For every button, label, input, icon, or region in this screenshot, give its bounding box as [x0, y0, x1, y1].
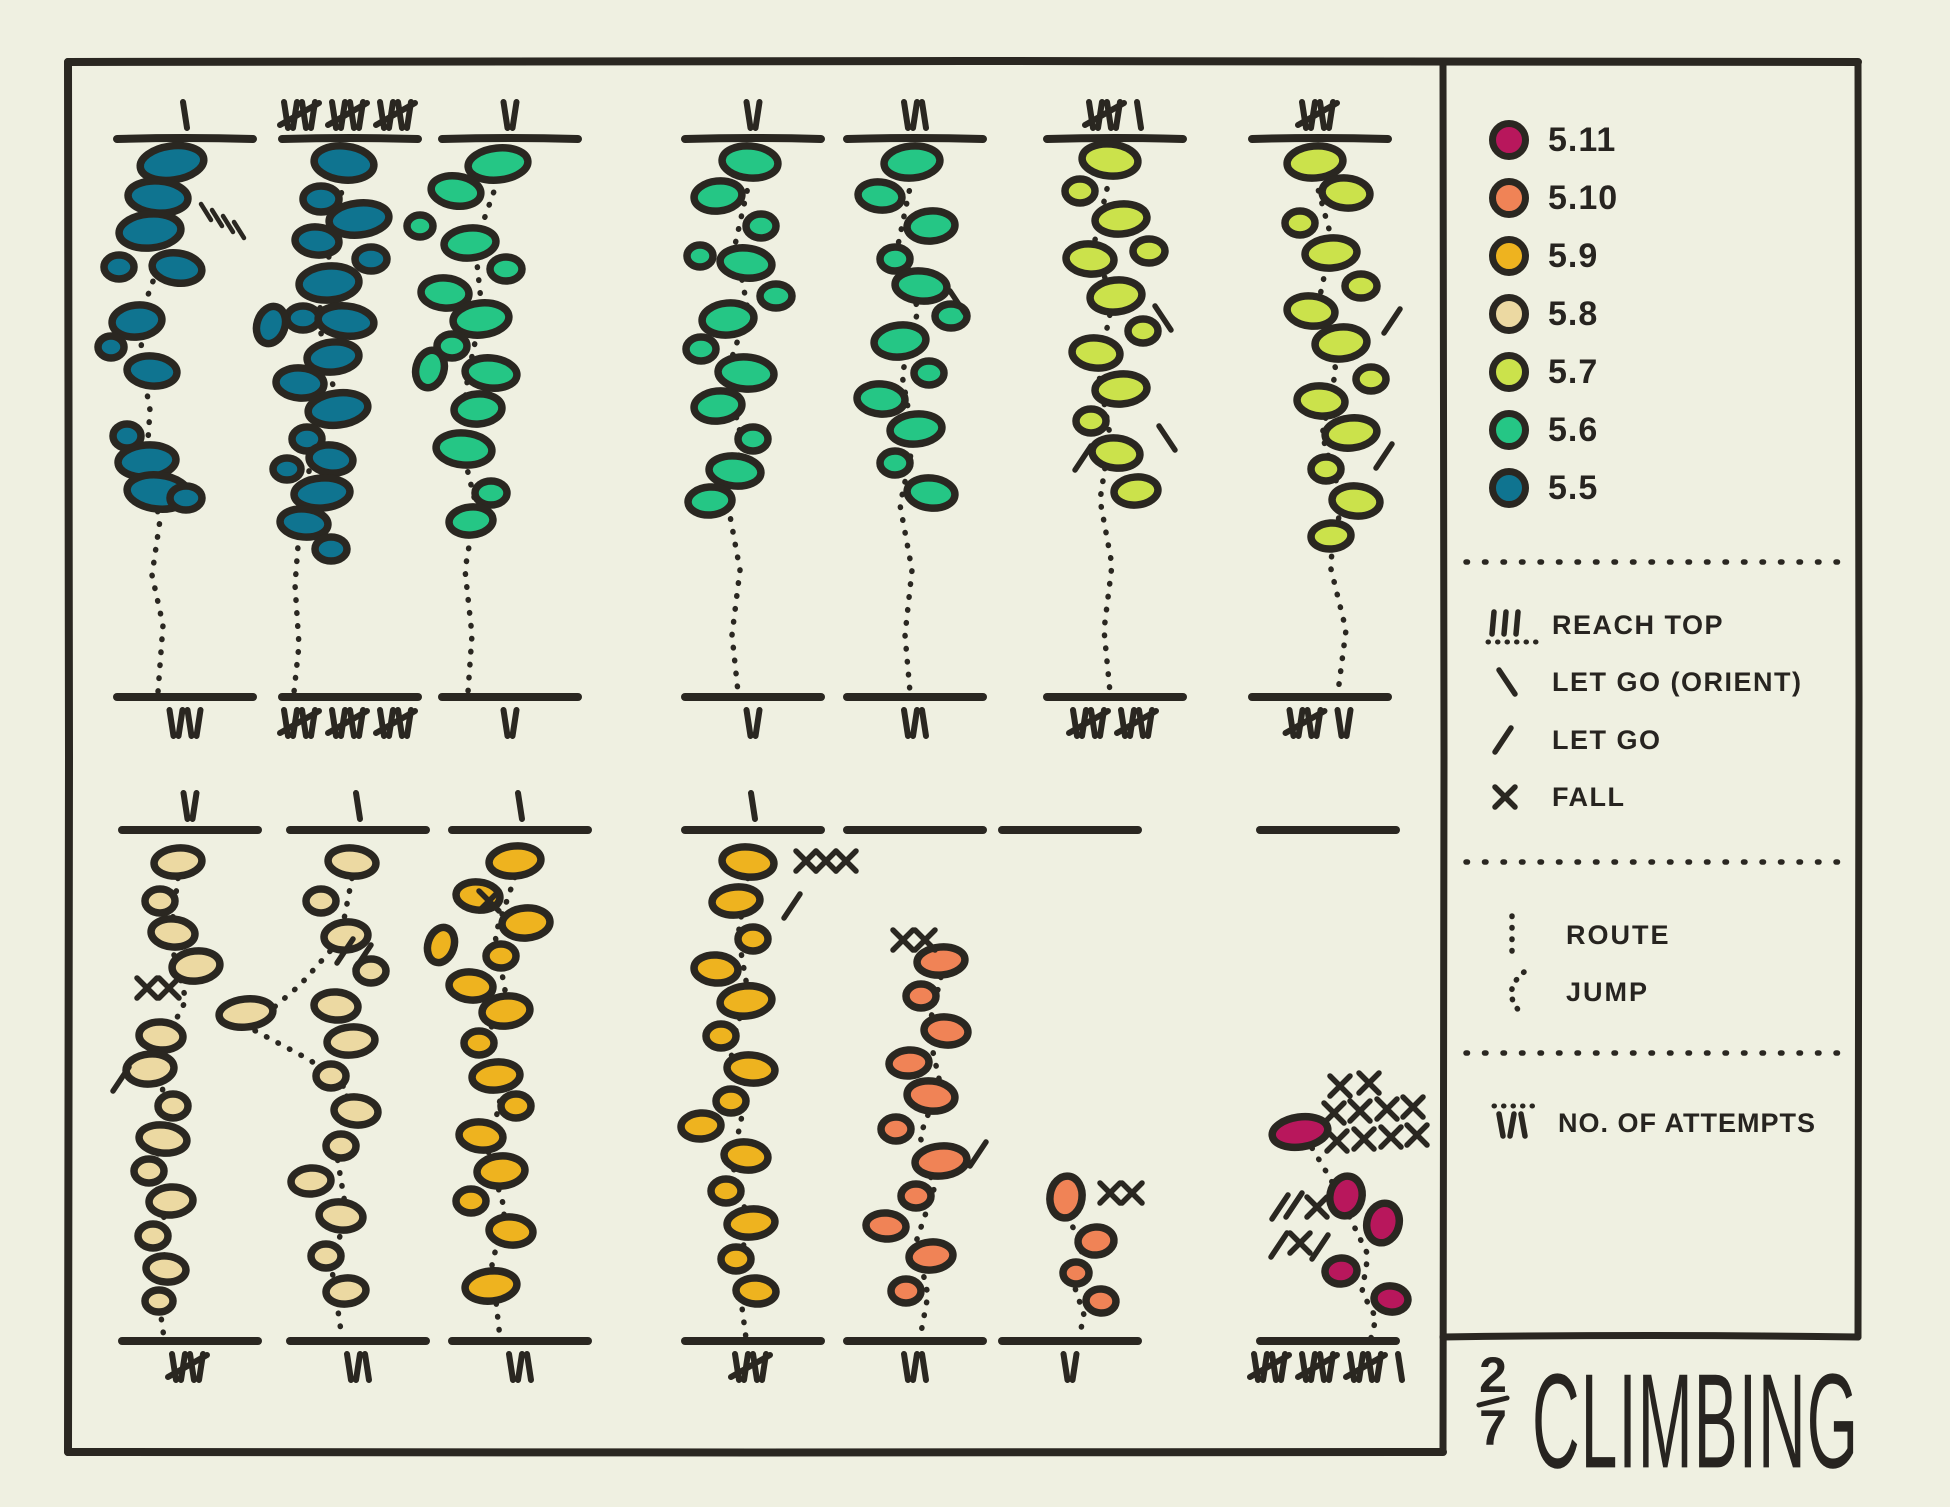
route-column-6-grade-5.7	[1043, 99, 1187, 739]
route-column-14-grade-5.11	[1247, 825, 1430, 1383]
legend-dot-5.5	[1489, 468, 1529, 508]
legend-grade-label-5-8: 5.8	[1548, 295, 1599, 333]
legend-dot-5.7	[1489, 352, 1529, 392]
legend-grade-label-5-5: 5.5	[1548, 469, 1599, 507]
legend-grade-label-5-11: 5.11	[1548, 121, 1617, 159]
route-column-5-grade-5.6	[843, 99, 987, 739]
fraction-numerator: 2	[1479, 1347, 1507, 1403]
legend-label-fall: FALL	[1552, 782, 1626, 812]
legend-label-jump: JUMP	[1566, 977, 1650, 1007]
route-column-12-grade-5.10	[843, 825, 989, 1383]
legend-label-route: ROUTE	[1566, 920, 1671, 950]
legend-dot-5.8	[1489, 294, 1529, 334]
route-column-7-grade-5.7	[1248, 99, 1403, 739]
legend-grade-label-5-9: 5.9	[1548, 237, 1599, 275]
route-column-2-grade-5.5	[252, 99, 422, 739]
legend-grade-label-5-10: 5.10	[1548, 179, 1619, 217]
page-number-fraction: 2 7	[1464, 1350, 1522, 1453]
route-column-1-grade-5.5	[94, 99, 257, 739]
legend-label-attempts: NO. OF ATTEMPTS	[1558, 1108, 1816, 1138]
legend-label-let-go-orient: LET GO (ORIENT)	[1552, 667, 1803, 697]
route-column-3-grade-5.6	[403, 99, 582, 739]
legend-grade-dots	[1463, 120, 1849, 1056]
legend-grade-label-5-6: 5.6	[1548, 411, 1599, 449]
route-column-9-grade-5.8	[215, 790, 430, 1383]
legend-symbol-glyphs	[1485, 609, 1543, 1139]
legend-dot-5.6	[1489, 410, 1529, 450]
legend-grade-label-5-7: 5.7	[1548, 353, 1599, 391]
route-column-11-grade-5.9	[677, 790, 859, 1383]
legend-label-let-go: LET GO	[1552, 725, 1662, 755]
legend-dot-5.11	[1489, 120, 1529, 160]
fraction-denominator: 7	[1479, 1400, 1507, 1456]
route-column-8-grade-5.8	[110, 790, 262, 1383]
route-column-13-grade-5.10	[998, 825, 1145, 1383]
legend-dot-5.9	[1489, 236, 1529, 276]
legend-dot-5.10	[1489, 178, 1529, 218]
page-title: CLIMBING	[1532, 1346, 1860, 1496]
frame	[64, 57, 1863, 1457]
route-column-10-grade-5.9	[423, 790, 592, 1383]
route-column-4-grade-5.6	[681, 99, 825, 739]
legend-label-reach-top: REACH TOP	[1552, 610, 1725, 640]
